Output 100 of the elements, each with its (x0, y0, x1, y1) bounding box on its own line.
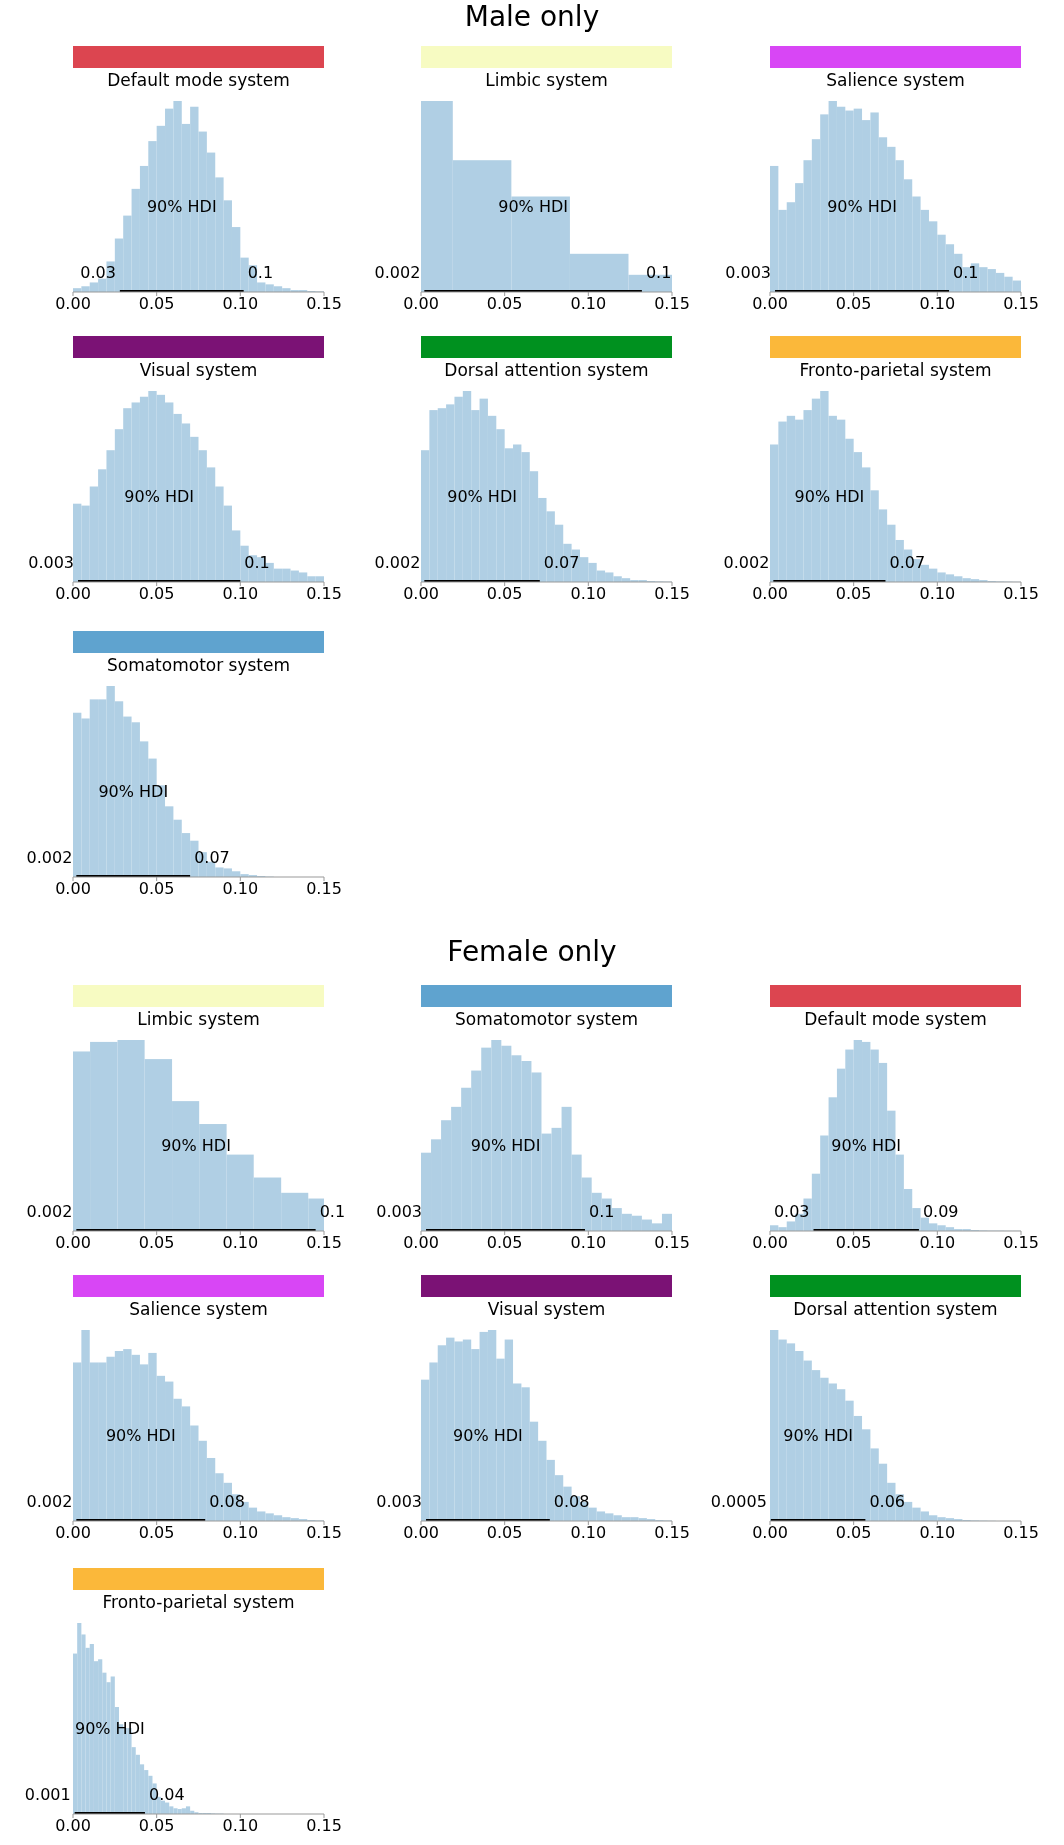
x-tick-label: 0.10 (919, 584, 956, 604)
x-tick-label: 0.10 (222, 294, 259, 314)
x-tick-label: 0.00 (752, 1233, 788, 1253)
annotation: 0.06 (869, 1492, 906, 1511)
text: 90% HDI (98, 782, 169, 801)
x-tick-label: 0.15 (306, 1233, 342, 1253)
annotation: 0.07 (194, 848, 230, 867)
text: 90% HDI (453, 1426, 523, 1445)
annotation: 0.002 (374, 263, 421, 282)
x-tick-label: 0.05 (138, 584, 175, 604)
chart-title: Visual system (138, 360, 259, 380)
annotation: 0.002 (26, 1492, 73, 1511)
chart-title: Fronto-parietal system (101, 1592, 296, 1612)
text: 90% HDI (831, 1136, 902, 1155)
x-tick-label: 0.15 (306, 1523, 342, 1543)
x-tick-label: 0.00 (403, 584, 439, 604)
text: 90% HDI (146, 197, 217, 216)
annotation: 0.002 (26, 848, 73, 867)
x-tick-label: 0.10 (919, 1523, 956, 1543)
annotation: 0.1 (645, 263, 672, 282)
x-tick-label: 0.00 (752, 1523, 788, 1543)
chart-title: Somatomotor system (105, 655, 292, 675)
text: 90% HDI (124, 487, 195, 506)
x-tick-label: 0.05 (835, 1523, 872, 1543)
chart-title: Fronto-parietal system (798, 360, 993, 380)
x-tick-label: 0.10 (222, 1233, 259, 1253)
x-tick-label: 0.10 (570, 1233, 607, 1253)
text: 90% HDI (794, 487, 865, 506)
x-tick-label: 0.00 (55, 1233, 91, 1253)
x-tick-label: 0.15 (1003, 584, 1039, 604)
text: 90% HDI (498, 197, 568, 216)
annotation: 0.003 (28, 553, 75, 572)
x-tick-label: 0.10 (222, 1523, 259, 1543)
x-tick-label: 0.05 (486, 1233, 523, 1253)
annotation: 0.0005 (710, 1492, 767, 1511)
chart-title: Limbic system (136, 1009, 261, 1029)
x-tick-label: 0.15 (306, 879, 342, 899)
annotation: 0.001 (24, 1785, 71, 1804)
text: 90% HDI (74, 1719, 145, 1738)
x-tick-label: 0.05 (138, 879, 175, 899)
text: 90% HDI (105, 1426, 176, 1445)
x-tick-label: 0.00 (55, 1816, 91, 1836)
x-tick-label: 0.15 (654, 1233, 690, 1253)
x-tick-label: 0.05 (486, 584, 523, 604)
annotation: 0.1 (588, 1202, 615, 1221)
x-tick-label: 0.05 (138, 1523, 175, 1543)
chart-title: Visual system (486, 1299, 607, 1319)
x-tick-label: 0.10 (570, 1523, 607, 1543)
x-tick-label: 0.15 (1003, 1233, 1039, 1253)
text: 90% HDI (827, 197, 897, 216)
x-tick-label: 0.10 (222, 879, 259, 899)
annotation: 0.002 (723, 553, 770, 572)
text: 90% HDI (447, 487, 517, 506)
x-tick-label: 0.05 (486, 294, 523, 314)
x-tick-label: 0.15 (654, 294, 690, 314)
annotation: 0.03 (80, 263, 116, 282)
chart-title: Somatomotor system (453, 1009, 640, 1029)
annotation: 0.1 (244, 553, 270, 572)
x-tick-label: 0.05 (138, 1816, 175, 1836)
annotation: 0.04 (148, 1785, 185, 1804)
x-tick-label: 0.05 (138, 1233, 175, 1253)
x-tick-label: 0.10 (919, 294, 956, 314)
x-tick-label: 0.00 (55, 584, 91, 604)
chart-title: Default mode system (106, 70, 291, 90)
x-tick-label: 0.10 (919, 1233, 956, 1253)
text: 90% HDI (470, 1136, 541, 1155)
x-tick-label: 0.05 (138, 294, 175, 314)
annotation: 0.07 (543, 553, 580, 572)
x-tick-label: 0.15 (654, 584, 690, 604)
chart-title: Limbic system (484, 70, 609, 90)
annotation: 0.03 (773, 1202, 810, 1221)
x-tick-label: 0.10 (222, 584, 259, 604)
annotation: 0.1 (953, 263, 979, 282)
x-tick-label: 0.00 (403, 1233, 439, 1253)
annotation: 0.003 (376, 1492, 423, 1511)
x-tick-label: 0.05 (486, 1523, 523, 1543)
annotation: 0.1 (319, 1202, 346, 1221)
chart-title: Dorsal attention system (443, 360, 650, 380)
annotation: 0.003 (376, 1202, 423, 1221)
chart-title: Salience system (128, 1299, 269, 1319)
x-tick-label: 0.00 (752, 584, 788, 604)
x-tick-label: 0.00 (55, 1523, 91, 1543)
chart-title: Salience system (825, 70, 966, 90)
annotation: 0.002 (374, 553, 421, 572)
x-tick-label: 0.00 (752, 294, 788, 314)
x-tick-label: 0.00 (55, 879, 91, 899)
x-tick-label: 0.15 (1003, 294, 1039, 314)
x-tick-label: 0.15 (654, 1523, 690, 1543)
annotation: 0.09 (922, 1202, 959, 1221)
x-tick-label: 0.15 (306, 294, 342, 314)
x-tick-label: 0.05 (835, 584, 872, 604)
x-tick-label: 0.15 (306, 1816, 342, 1836)
x-tick-label: 0.05 (835, 294, 872, 314)
x-tick-label: 0.00 (55, 294, 91, 314)
annotation: 0.003 (725, 263, 772, 282)
x-tick-label: 0.15 (1003, 1523, 1039, 1543)
text: 90% HDI (783, 1426, 853, 1445)
x-tick-label: 0.00 (403, 1523, 439, 1543)
text: 90% HDI (161, 1136, 231, 1155)
annotation: 0.08 (209, 1492, 245, 1511)
